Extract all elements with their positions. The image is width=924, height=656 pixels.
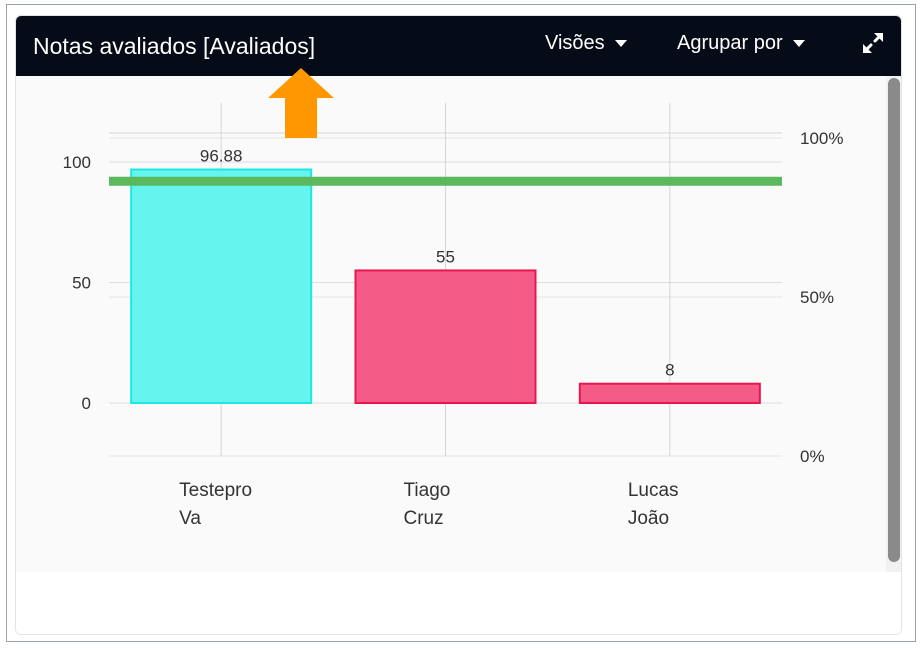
expand-button[interactable] xyxy=(861,31,885,55)
x-tick-label: Va xyxy=(179,508,201,529)
group-by-dropdown-label: Agrupar por xyxy=(677,32,783,54)
y2-tick-label: 50% xyxy=(800,288,834,307)
y2-tick-label: 0% xyxy=(800,447,825,466)
x-tick-label: Testepro xyxy=(179,480,252,501)
arrow-up-icon xyxy=(268,68,334,138)
views-dropdown[interactable]: Visões xyxy=(545,28,627,58)
bar-0 xyxy=(130,168,313,405)
widget-header: Notas avaliados [Avaliados] Visões Agrup… xyxy=(16,16,901,76)
caret-down-icon xyxy=(792,40,805,48)
group-by-dropdown[interactable]: Agrupar por xyxy=(677,28,805,58)
caret-down-icon xyxy=(614,40,627,48)
y-tick-label: 0 xyxy=(82,394,91,413)
data-label-0: 96.88 xyxy=(200,147,243,166)
x-tick-label: Tiago xyxy=(404,480,451,501)
x-tick-label: João xyxy=(628,508,669,529)
bar-2 xyxy=(578,382,761,405)
y-tick-label: 50 xyxy=(72,274,91,293)
bar-1 xyxy=(354,269,537,404)
chart-widget: Notas avaliados [Avaliados] Visões Agrup… xyxy=(15,15,902,635)
y-tick-label: 100 xyxy=(63,153,91,172)
x-tick-label: Lucas xyxy=(628,480,679,501)
scrollbar-thumb[interactable] xyxy=(888,78,900,562)
y2-tick-label: 100% xyxy=(800,129,843,148)
views-dropdown-label: Visões xyxy=(545,32,605,54)
data-label-2: 8 xyxy=(665,361,674,380)
bar-chart: 96.88 55 8 0 50 100 0% 50% 100% Testepro Va Tiago Cr… xyxy=(63,103,843,529)
widget-footer xyxy=(16,572,901,634)
widget-title: Notas avaliados [Avaliados] xyxy=(33,33,316,59)
expand-arrows-icon xyxy=(863,33,883,53)
data-label-1: 55 xyxy=(436,247,455,266)
x-tick-label: Cruz xyxy=(404,508,444,529)
